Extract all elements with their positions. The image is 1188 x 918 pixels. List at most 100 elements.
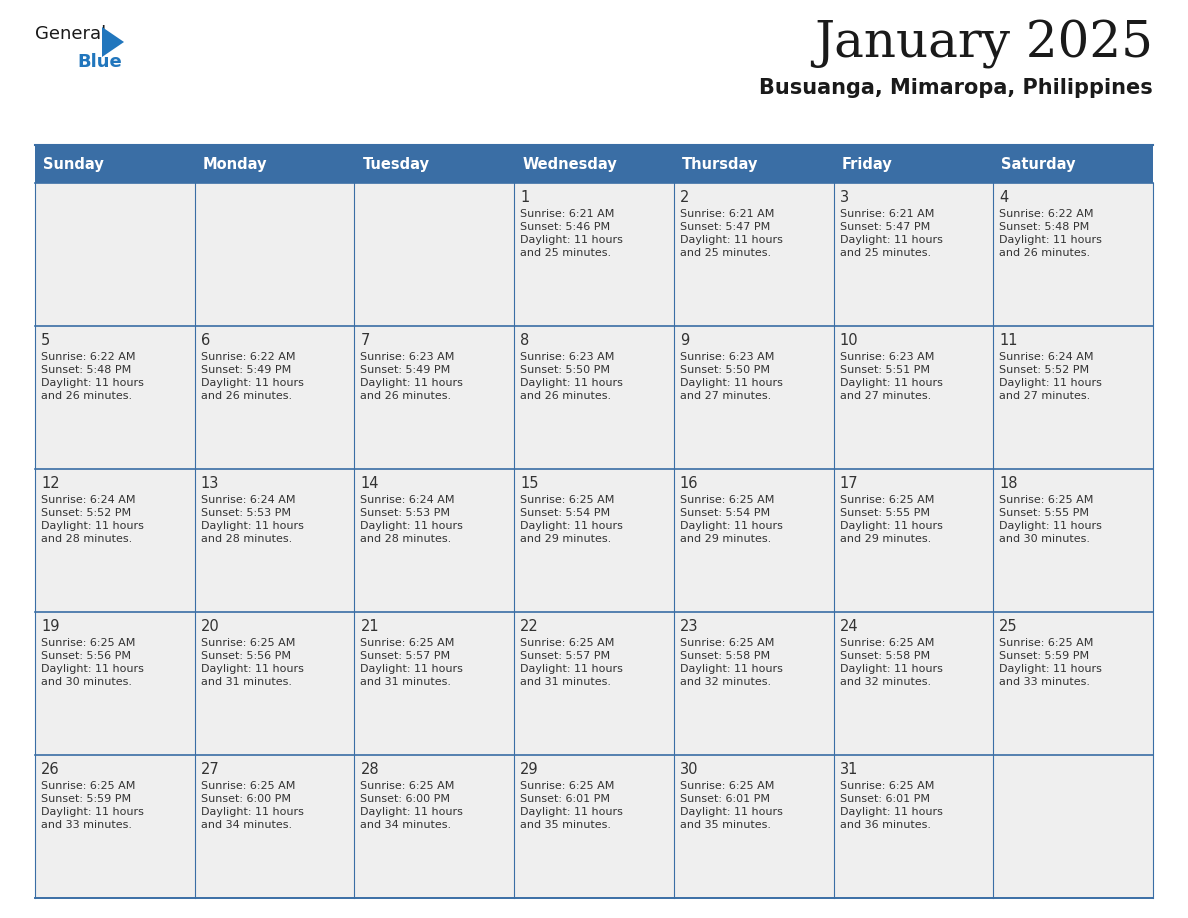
Text: 21: 21 xyxy=(360,619,379,634)
Bar xyxy=(195,755,354,898)
Text: 26: 26 xyxy=(42,762,59,777)
Text: 13: 13 xyxy=(201,476,219,491)
Text: 22: 22 xyxy=(520,619,539,634)
Text: Daylight: 11 hours: Daylight: 11 hours xyxy=(42,378,144,388)
Bar xyxy=(993,755,1154,898)
Text: Sunrise: 6:25 AM: Sunrise: 6:25 AM xyxy=(840,495,934,505)
Text: and 27 minutes.: and 27 minutes. xyxy=(680,391,771,401)
Text: Sunrise: 6:22 AM: Sunrise: 6:22 AM xyxy=(42,352,135,362)
Text: Daylight: 11 hours: Daylight: 11 hours xyxy=(42,521,144,531)
Text: Blue: Blue xyxy=(77,53,121,71)
Text: and 29 minutes.: and 29 minutes. xyxy=(680,534,771,544)
Bar xyxy=(514,612,674,755)
Text: 11: 11 xyxy=(999,333,1018,348)
Text: and 32 minutes.: and 32 minutes. xyxy=(840,677,930,687)
Text: 20: 20 xyxy=(201,619,220,634)
Text: Sunset: 5:57 PM: Sunset: 5:57 PM xyxy=(360,651,450,661)
Text: Daylight: 11 hours: Daylight: 11 hours xyxy=(840,664,942,674)
Bar xyxy=(834,469,993,612)
Bar xyxy=(354,326,514,469)
Text: Sunset: 5:47 PM: Sunset: 5:47 PM xyxy=(840,222,930,232)
Text: Sunrise: 6:25 AM: Sunrise: 6:25 AM xyxy=(680,495,775,505)
Bar xyxy=(195,469,354,612)
Text: 27: 27 xyxy=(201,762,220,777)
Text: 17: 17 xyxy=(840,476,858,491)
Bar xyxy=(834,612,993,755)
Bar xyxy=(674,755,834,898)
Text: Daylight: 11 hours: Daylight: 11 hours xyxy=(999,235,1102,245)
Text: Saturday: Saturday xyxy=(1001,156,1076,172)
Text: Daylight: 11 hours: Daylight: 11 hours xyxy=(360,664,463,674)
Text: Sunrise: 6:25 AM: Sunrise: 6:25 AM xyxy=(360,638,455,648)
Bar xyxy=(674,326,834,469)
Text: Sunrise: 6:23 AM: Sunrise: 6:23 AM xyxy=(680,352,775,362)
Text: 7: 7 xyxy=(360,333,369,348)
Text: Sunrise: 6:25 AM: Sunrise: 6:25 AM xyxy=(201,781,295,791)
Text: 16: 16 xyxy=(680,476,699,491)
Polygon shape xyxy=(102,27,124,57)
Text: Sunset: 5:56 PM: Sunset: 5:56 PM xyxy=(201,651,291,661)
Bar xyxy=(993,145,1154,183)
Text: Thursday: Thursday xyxy=(682,156,758,172)
Text: 8: 8 xyxy=(520,333,530,348)
Text: Sunrise: 6:21 AM: Sunrise: 6:21 AM xyxy=(680,209,775,219)
Text: Daylight: 11 hours: Daylight: 11 hours xyxy=(999,521,1102,531)
Text: Sunrise: 6:21 AM: Sunrise: 6:21 AM xyxy=(840,209,934,219)
Text: 25: 25 xyxy=(999,619,1018,634)
Bar xyxy=(993,469,1154,612)
Text: Sunrise: 6:22 AM: Sunrise: 6:22 AM xyxy=(201,352,295,362)
Bar xyxy=(834,755,993,898)
Text: Sunrise: 6:23 AM: Sunrise: 6:23 AM xyxy=(520,352,614,362)
Bar xyxy=(195,145,354,183)
Text: Sunrise: 6:23 AM: Sunrise: 6:23 AM xyxy=(360,352,455,362)
Bar xyxy=(34,183,195,326)
Text: Sunset: 5:52 PM: Sunset: 5:52 PM xyxy=(42,508,131,518)
Bar xyxy=(195,612,354,755)
Text: Sunset: 5:47 PM: Sunset: 5:47 PM xyxy=(680,222,770,232)
Text: Sunset: 5:53 PM: Sunset: 5:53 PM xyxy=(360,508,450,518)
Text: Sunset: 5:54 PM: Sunset: 5:54 PM xyxy=(680,508,770,518)
Text: Daylight: 11 hours: Daylight: 11 hours xyxy=(520,664,623,674)
Text: and 32 minutes.: and 32 minutes. xyxy=(680,677,771,687)
Text: 19: 19 xyxy=(42,619,59,634)
Text: Busuanga, Mimaropa, Philippines: Busuanga, Mimaropa, Philippines xyxy=(759,78,1154,98)
Text: Sunset: 5:50 PM: Sunset: 5:50 PM xyxy=(680,365,770,375)
Text: and 34 minutes.: and 34 minutes. xyxy=(360,820,451,830)
Text: Sunrise: 6:25 AM: Sunrise: 6:25 AM xyxy=(840,781,934,791)
Text: Wednesday: Wednesday xyxy=(523,156,617,172)
Bar xyxy=(834,145,993,183)
Text: Sunrise: 6:25 AM: Sunrise: 6:25 AM xyxy=(520,638,614,648)
Bar xyxy=(354,183,514,326)
Text: Sunset: 5:51 PM: Sunset: 5:51 PM xyxy=(840,365,929,375)
Text: Daylight: 11 hours: Daylight: 11 hours xyxy=(360,521,463,531)
Text: and 26 minutes.: and 26 minutes. xyxy=(42,391,132,401)
Text: Sunset: 5:55 PM: Sunset: 5:55 PM xyxy=(840,508,929,518)
Text: and 26 minutes.: and 26 minutes. xyxy=(201,391,292,401)
Text: 18: 18 xyxy=(999,476,1018,491)
Text: Daylight: 11 hours: Daylight: 11 hours xyxy=(840,807,942,817)
Text: Daylight: 11 hours: Daylight: 11 hours xyxy=(840,235,942,245)
Text: 5: 5 xyxy=(42,333,50,348)
Bar xyxy=(993,612,1154,755)
Text: Sunset: 5:49 PM: Sunset: 5:49 PM xyxy=(201,365,291,375)
Text: Sunrise: 6:24 AM: Sunrise: 6:24 AM xyxy=(201,495,295,505)
Text: Daylight: 11 hours: Daylight: 11 hours xyxy=(680,807,783,817)
Text: Sunset: 6:01 PM: Sunset: 6:01 PM xyxy=(680,794,770,804)
Text: and 28 minutes.: and 28 minutes. xyxy=(42,534,132,544)
Text: Daylight: 11 hours: Daylight: 11 hours xyxy=(42,664,144,674)
Bar xyxy=(354,612,514,755)
Text: and 31 minutes.: and 31 minutes. xyxy=(520,677,611,687)
Bar xyxy=(34,145,195,183)
Text: Sunset: 5:52 PM: Sunset: 5:52 PM xyxy=(999,365,1089,375)
Text: Sunset: 5:48 PM: Sunset: 5:48 PM xyxy=(999,222,1089,232)
Text: 6: 6 xyxy=(201,333,210,348)
Text: Daylight: 11 hours: Daylight: 11 hours xyxy=(840,378,942,388)
Bar xyxy=(34,326,195,469)
Bar xyxy=(674,469,834,612)
Text: Sunset: 5:58 PM: Sunset: 5:58 PM xyxy=(840,651,930,661)
Text: 10: 10 xyxy=(840,333,858,348)
Text: Sunset: 5:48 PM: Sunset: 5:48 PM xyxy=(42,365,131,375)
Text: Sunset: 5:58 PM: Sunset: 5:58 PM xyxy=(680,651,770,661)
Bar xyxy=(34,469,195,612)
Text: and 27 minutes.: and 27 minutes. xyxy=(999,391,1091,401)
